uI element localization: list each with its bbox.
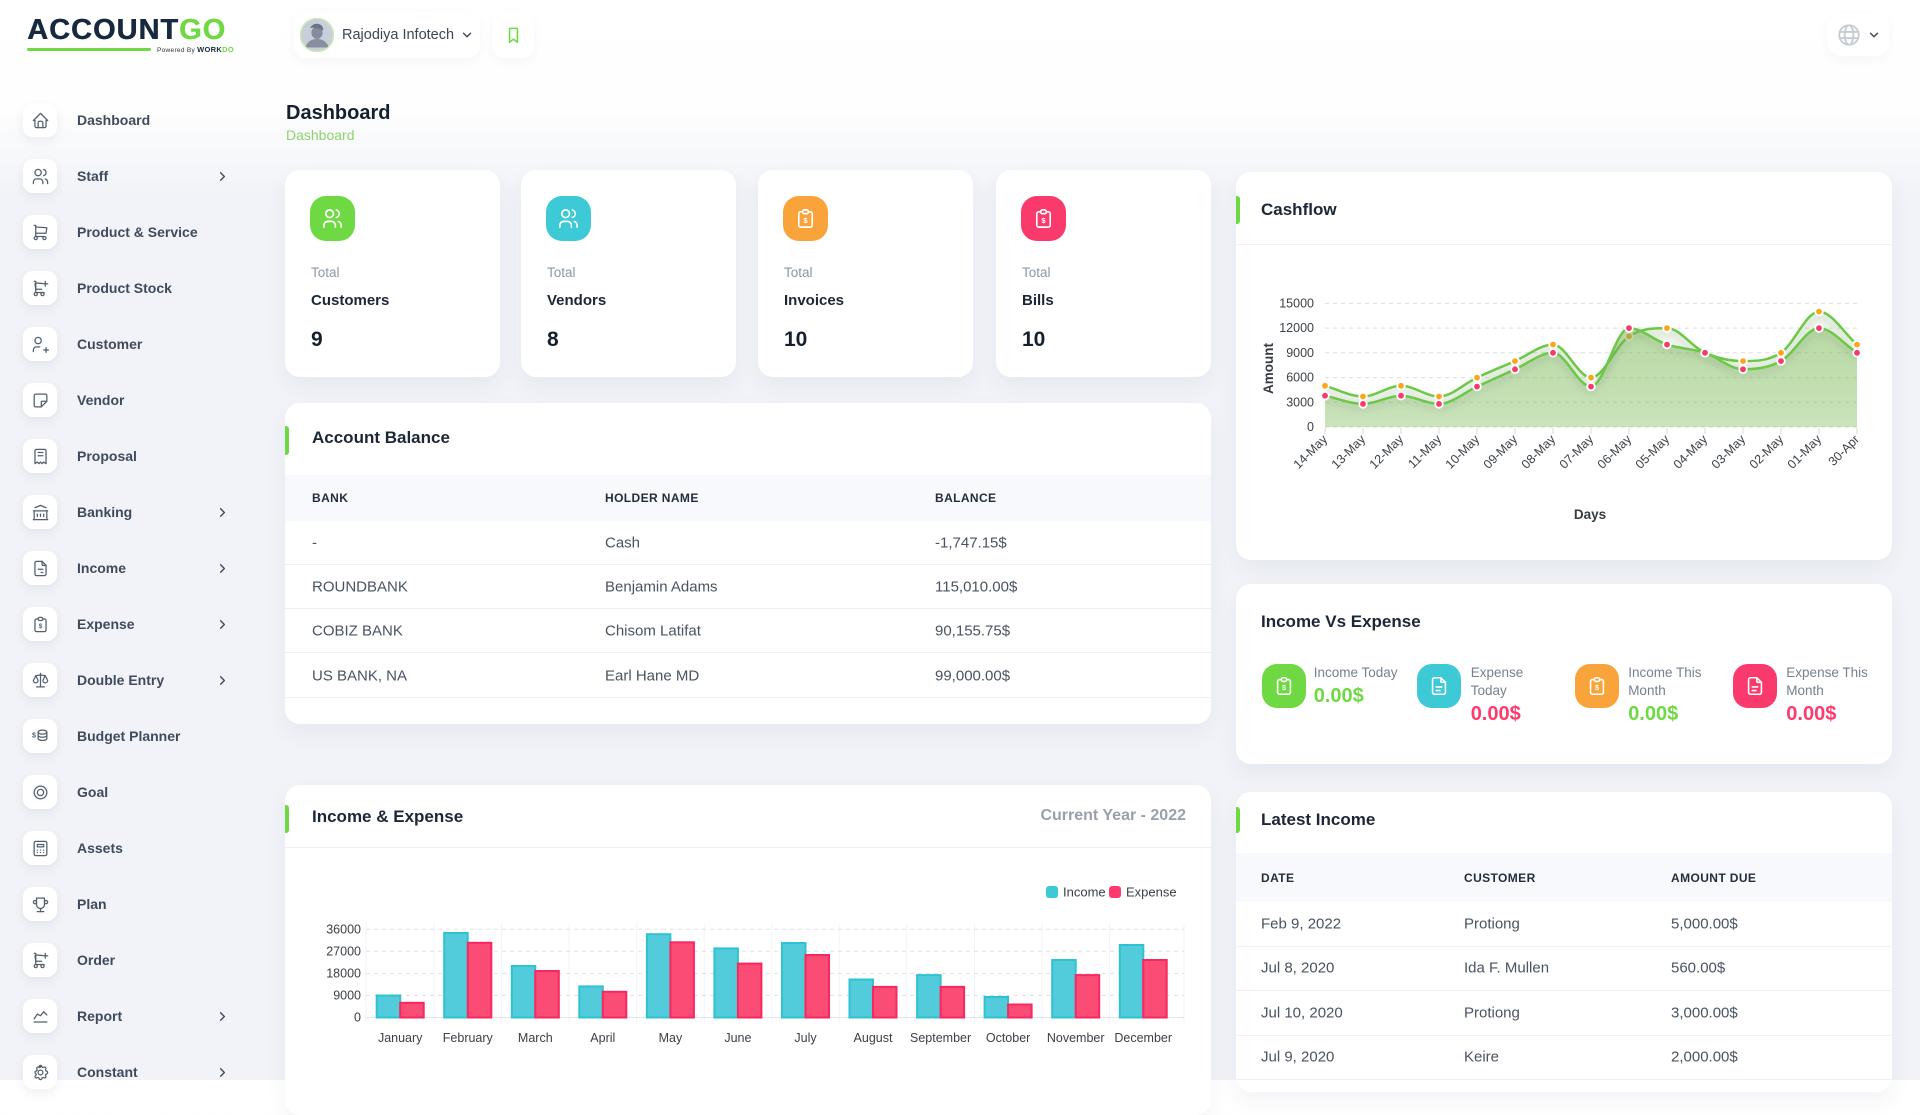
svg-text:$: $	[1282, 683, 1286, 692]
svg-text:13-May: 13-May	[1329, 432, 1369, 472]
svg-text:Expense: Expense	[1126, 885, 1177, 900]
svg-text:07-May: 07-May	[1557, 432, 1597, 472]
svg-text:04-May: 04-May	[1671, 432, 1711, 472]
svg-text:01-May: 01-May	[1785, 432, 1825, 472]
svg-text:02-May: 02-May	[1747, 432, 1787, 472]
svg-text:October: October	[986, 1031, 1030, 1045]
svg-text:18000: 18000	[326, 966, 361, 980]
svg-text:12-May: 12-May	[1367, 432, 1407, 472]
svg-text:14-May: 14-May	[1291, 432, 1331, 472]
svg-text:11-May: 11-May	[1405, 432, 1444, 471]
svg-text:$: $	[1041, 216, 1046, 225]
svg-text:June: June	[724, 1031, 751, 1045]
svg-text:6000: 6000	[1286, 371, 1314, 385]
svg-text:July: July	[794, 1031, 817, 1045]
svg-text:9000: 9000	[333, 988, 361, 1002]
svg-text:$: $	[1595, 683, 1599, 692]
svg-text:27000: 27000	[326, 944, 361, 958]
svg-text:December: December	[1114, 1031, 1172, 1045]
svg-text:April: April	[590, 1031, 615, 1045]
svg-text:0: 0	[1307, 420, 1314, 434]
svg-text:February: February	[443, 1031, 494, 1045]
svg-text:12000: 12000	[1279, 321, 1314, 335]
svg-text:30-Apr: 30-Apr	[1826, 432, 1862, 468]
svg-text:05-May: 05-May	[1633, 432, 1673, 472]
svg-text:10-May: 10-May	[1443, 432, 1483, 472]
svg-text:Days: Days	[1574, 507, 1606, 522]
svg-text:09-May: 09-May	[1481, 432, 1521, 472]
svg-text:$: $	[38, 623, 42, 630]
svg-text:August: August	[854, 1031, 893, 1045]
svg-text:Income: Income	[1063, 885, 1106, 900]
svg-text:September: September	[910, 1031, 971, 1045]
svg-text:January: January	[378, 1031, 423, 1045]
svg-text:9000: 9000	[1286, 346, 1314, 360]
svg-text:0: 0	[354, 1011, 361, 1025]
svg-text:Amount: Amount	[1261, 343, 1276, 394]
svg-text:March: March	[518, 1031, 553, 1045]
svg-text:3000: 3000	[1286, 395, 1314, 409]
svg-text:36000: 36000	[326, 922, 361, 936]
svg-text:03-May: 03-May	[1709, 432, 1749, 472]
svg-text:15000: 15000	[1279, 296, 1314, 310]
svg-text:$: $	[803, 216, 808, 225]
svg-text:06-May: 06-May	[1595, 432, 1635, 472]
svg-text:November: November	[1047, 1031, 1105, 1045]
svg-text:May: May	[659, 1031, 683, 1045]
svg-text:08-May: 08-May	[1519, 432, 1559, 472]
svg-text:$: $	[31, 731, 35, 739]
